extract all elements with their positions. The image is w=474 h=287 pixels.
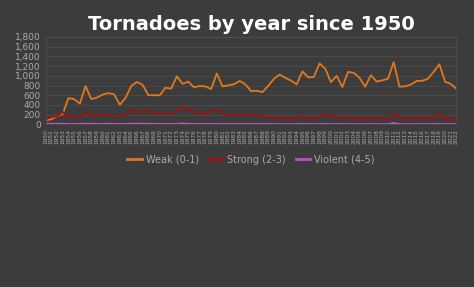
Violent (4-5) [134,122,140,125]
Title: Tornadoes by year since 1950: Tornadoes by year since 1950 [88,15,414,34]
Strong (2-3) [43,118,48,121]
Weak (0-1) [43,119,48,122]
Weak (0-1) [385,77,391,80]
Line: Violent (4-5): Violent (4-5) [46,123,456,124]
Strong (2-3) [454,117,459,120]
Weak (0-1) [391,60,397,64]
Violent (4-5) [408,122,414,126]
Violent (4-5) [425,122,431,126]
Violent (4-5) [397,122,402,126]
Weak (0-1) [402,85,408,88]
Weak (0-1) [180,82,185,86]
Strong (2-3) [254,113,260,117]
Violent (4-5) [454,122,459,126]
Strong (2-3) [425,115,431,119]
Line: Strong (2-3): Strong (2-3) [46,107,456,120]
Weak (0-1) [419,79,425,82]
Strong (2-3) [180,105,185,108]
Violent (4-5) [248,122,254,126]
Violent (4-5) [391,121,397,125]
Weak (0-1) [248,90,254,93]
Violent (4-5) [283,122,288,126]
Violent (4-5) [43,122,48,126]
Line: Weak (0-1): Weak (0-1) [46,62,456,120]
Strong (2-3) [185,108,191,112]
Strong (2-3) [402,118,408,121]
Strong (2-3) [134,110,140,114]
Strong (2-3) [391,112,397,116]
Weak (0-1) [134,80,140,84]
Legend: Weak (0-1), Strong (2-3), Violent (4-5): Weak (0-1), Strong (2-3), Violent (4-5) [124,151,379,168]
Violent (4-5) [180,122,185,125]
Strong (2-3) [408,117,414,120]
Weak (0-1) [454,87,459,91]
